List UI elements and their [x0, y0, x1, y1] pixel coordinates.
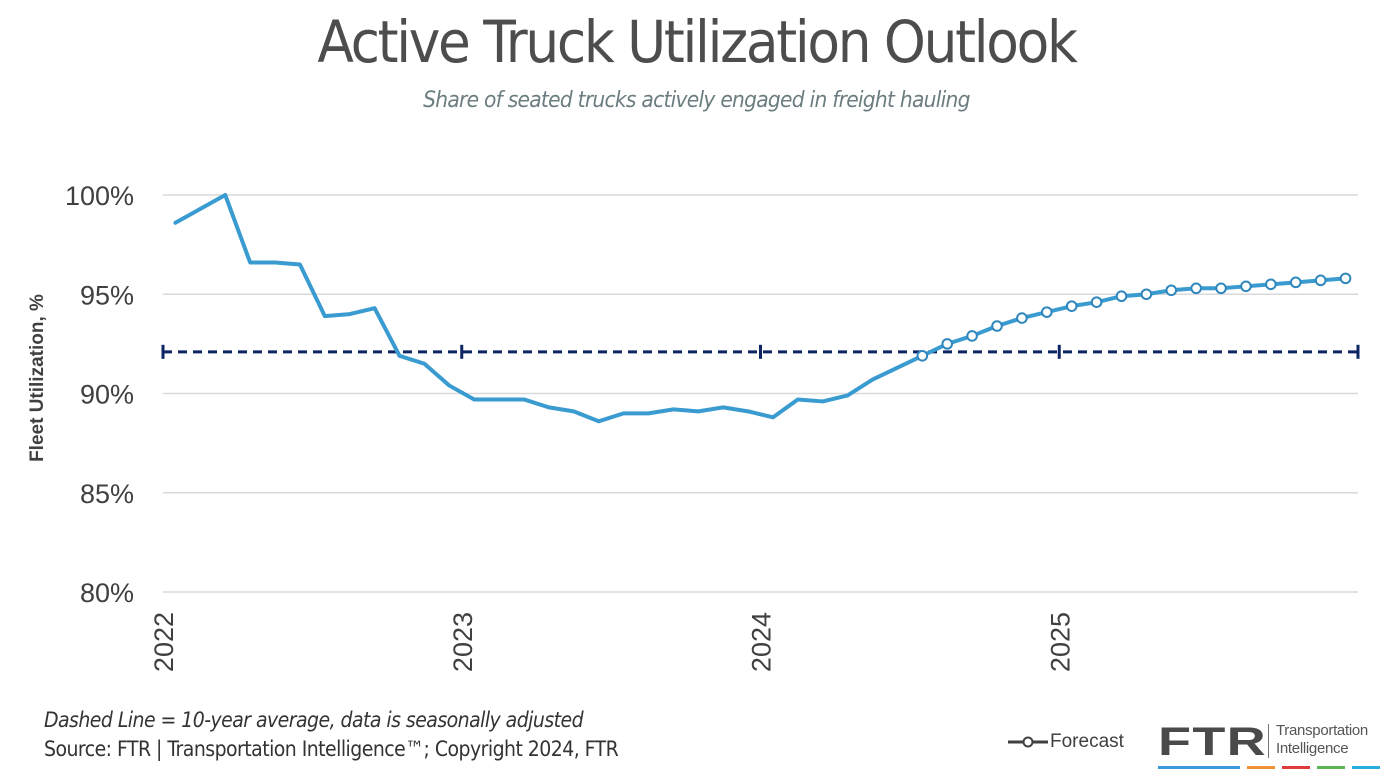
forecast-point — [1165, 284, 1178, 297]
forecast-point — [1240, 280, 1252, 293]
x-tick-label: 2024 — [747, 612, 777, 672]
y-tick-label: 85% — [80, 479, 134, 509]
logo-color-bar — [1282, 766, 1310, 769]
legend-forecast-label: Forecast — [1050, 731, 1124, 752]
legend: Forecast — [1008, 731, 1124, 753]
forecast-point — [1065, 300, 1078, 312]
forecast-point — [916, 349, 929, 362]
logo-color-bar — [1158, 766, 1240, 769]
chart-title: Active Truck Utilization Outlook — [317, 8, 1078, 76]
logo-brand: FTR — [1158, 720, 1268, 764]
x-tick-label: 2022 — [149, 612, 179, 672]
logo-color-bars — [1158, 766, 1380, 769]
series-group — [173, 193, 1352, 424]
y-axis-ticks: 100% 95% 90% 85% 80% — [65, 181, 134, 608]
forecast-point — [1090, 296, 1103, 308]
forecast-legend-marker-icon — [1008, 736, 1048, 748]
forecast-point — [1016, 312, 1028, 324]
y-tick-label: 100% — [65, 181, 134, 211]
forecast-point — [1140, 288, 1153, 301]
x-tick-label: 2025 — [1045, 612, 1075, 672]
forecast-point — [1041, 306, 1053, 318]
forecast-point — [1190, 282, 1202, 295]
logo-tagline-2: Intelligence — [1276, 740, 1349, 757]
y-tick-label: 95% — [80, 280, 134, 310]
y-axis-label: Fleet Utilization, % — [27, 294, 48, 462]
ftr-logo: FTR Transportation Intelligence — [1158, 720, 1380, 772]
y-tick-label: 80% — [80, 578, 134, 608]
logo-tagline-1: Transportation — [1276, 722, 1368, 739]
chart-subtitle: Share of seated trucks actively engaged … — [423, 88, 970, 113]
gridlines — [163, 194, 1358, 593]
forecast-point — [966, 330, 978, 342]
logo-divider — [1268, 724, 1269, 758]
forecast-point — [991, 320, 1003, 332]
forecast-point — [1215, 282, 1227, 295]
y-tick-label: 90% — [80, 380, 134, 410]
footnote: Dashed Line = 10-year average, data is s… — [44, 708, 584, 732]
forecast-point — [1115, 290, 1128, 303]
forecast-point — [1265, 278, 1277, 291]
forecast-point — [1339, 272, 1352, 285]
logo-color-bar — [1247, 766, 1275, 769]
logo-color-bar — [1352, 766, 1380, 769]
x-axis-ticks: 2022 2023 2024 2025 — [149, 612, 1075, 672]
forecast-point — [941, 338, 954, 350]
average-line-group — [161, 344, 1360, 359]
source-note: Source: FTR | Transportation Intelligenc… — [44, 737, 619, 761]
forecast-point — [1314, 274, 1327, 287]
utilization-line — [173, 193, 1348, 424]
forecast-point — [1289, 276, 1302, 289]
x-tick-label: 2023 — [448, 612, 478, 672]
logo-color-bar — [1317, 766, 1345, 769]
